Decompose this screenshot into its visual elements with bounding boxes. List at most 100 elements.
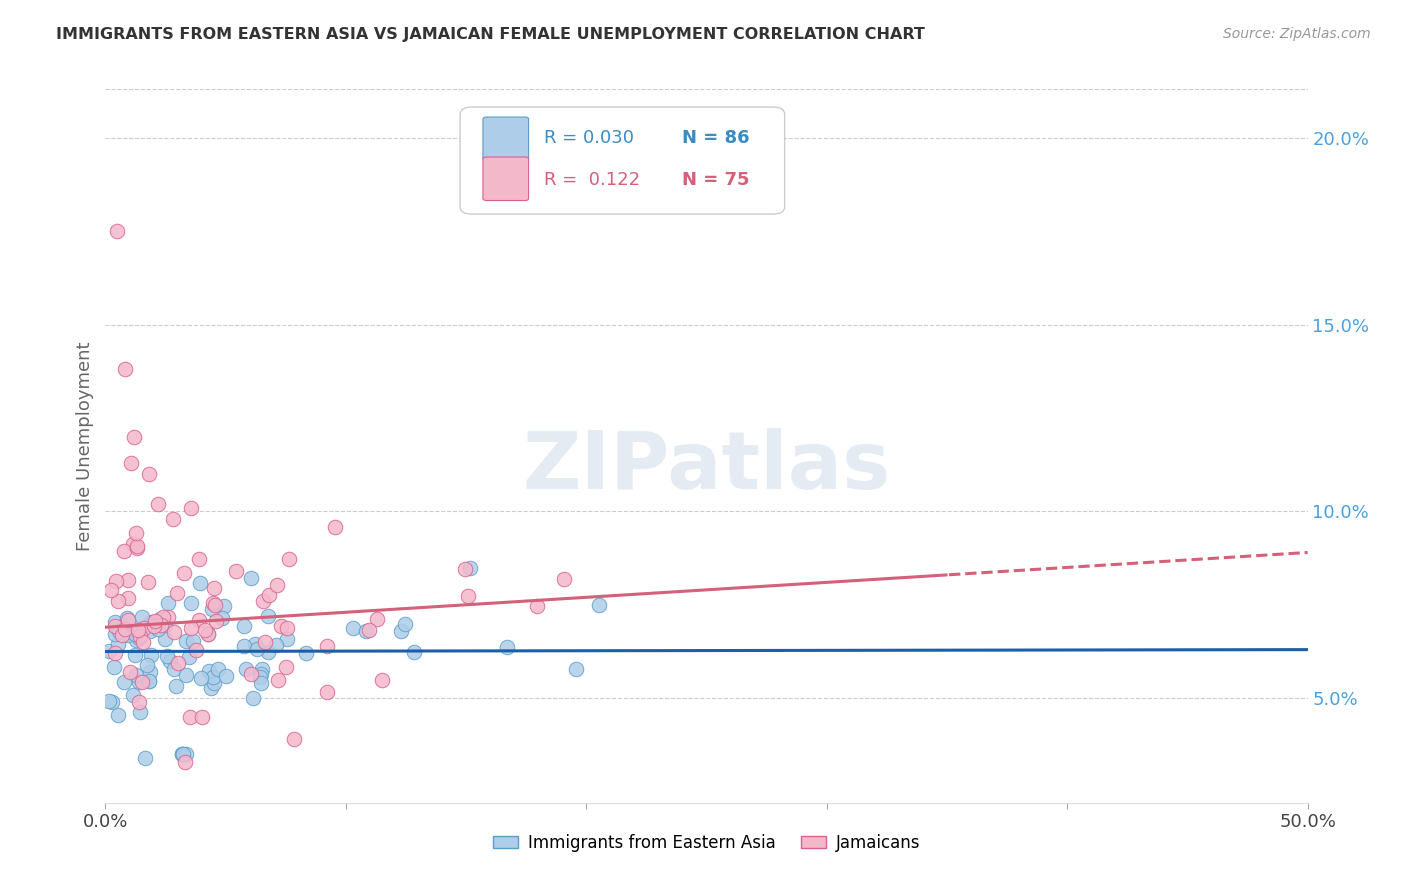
Point: [201, 602, 224, 616]
Point: [108, 624, 131, 639]
Point: [112, 618, 135, 632]
Point: [266, 577, 288, 591]
Point: [103, 659, 125, 673]
Point: [142, 617, 165, 632]
Point: [120, 456, 142, 470]
Point: [239, 667, 262, 681]
Point: [270, 619, 292, 633]
Point: [115, 611, 138, 625]
Point: [152, 609, 174, 624]
Point: [190, 671, 212, 685]
Point: [173, 566, 195, 580]
Point: [107, 594, 129, 608]
Point: [120, 665, 142, 680]
Point: [142, 619, 165, 633]
Point: [127, 623, 149, 637]
FancyBboxPatch shape: [482, 117, 529, 161]
Point: [125, 633, 148, 648]
Point: [121, 537, 143, 551]
Point: [132, 621, 155, 635]
Point: [163, 662, 186, 676]
Point: [117, 574, 139, 588]
Point: [389, 624, 412, 638]
Point: [246, 642, 269, 657]
Text: Source: ZipAtlas.com: Source: ZipAtlas.com: [1223, 27, 1371, 41]
Point: [252, 594, 274, 608]
Point: [204, 599, 226, 613]
Point: [211, 610, 233, 624]
Point: [101, 695, 124, 709]
Point: [138, 467, 160, 481]
Point: [157, 596, 180, 610]
Point: [179, 710, 201, 724]
Point: [131, 675, 153, 690]
Point: [149, 612, 172, 626]
Point: [278, 551, 301, 566]
Point: [181, 634, 204, 648]
Point: [588, 598, 610, 612]
Point: [156, 648, 179, 663]
Point: [165, 679, 187, 693]
Point: [117, 591, 139, 605]
Point: [342, 621, 364, 635]
Point: [104, 646, 127, 660]
Point: [104, 626, 127, 640]
Point: [128, 674, 150, 689]
Point: [354, 624, 377, 638]
Point: [214, 669, 236, 683]
Point: [125, 668, 148, 682]
Point: [257, 608, 280, 623]
Point: [371, 673, 394, 688]
Point: [197, 627, 219, 641]
Point: [125, 526, 148, 541]
Point: [212, 599, 235, 613]
Point: [249, 670, 271, 684]
Point: [264, 638, 287, 652]
Point: [243, 637, 266, 651]
Point: [172, 747, 194, 762]
Point: [202, 581, 225, 595]
Point: [174, 747, 197, 762]
Point: [117, 613, 139, 627]
Point: [197, 626, 219, 640]
Point: [138, 624, 160, 639]
Point: [457, 590, 479, 604]
Point: [276, 621, 298, 635]
Point: [107, 707, 129, 722]
Point: [107, 637, 129, 651]
Point: [225, 564, 247, 578]
Text: IMMIGRANTS FROM EASTERN ASIA VS JAMAICAN FEMALE UNEMPLOYMENT CORRELATION CHART: IMMIGRANTS FROM EASTERN ASIA VS JAMAICAN…: [56, 27, 925, 42]
Legend: Immigrants from Eastern Asia, Jamaicans: Immigrants from Eastern Asia, Jamaicans: [486, 828, 927, 859]
Point: [166, 586, 188, 600]
Point: [174, 633, 197, 648]
Point: [180, 621, 202, 635]
Point: [138, 665, 160, 679]
Point: [104, 615, 127, 630]
Point: [159, 654, 181, 668]
Point: [148, 497, 170, 511]
Point: [242, 690, 264, 705]
Point: [129, 705, 152, 719]
Point: [163, 625, 186, 640]
Point: [138, 574, 160, 589]
Point: [402, 645, 425, 659]
Point: [315, 639, 337, 653]
Point: [207, 662, 229, 676]
Point: [112, 544, 135, 558]
Point: [201, 596, 224, 610]
Point: [184, 643, 207, 657]
Point: [240, 571, 263, 585]
Point: [205, 614, 228, 628]
Point: [138, 673, 160, 688]
Point: [250, 676, 273, 690]
Point: [105, 574, 128, 589]
Point: [132, 634, 155, 648]
Point: [143, 615, 166, 629]
Point: [553, 572, 575, 586]
Text: N = 86: N = 86: [682, 129, 749, 147]
Point: [117, 628, 139, 642]
Point: [323, 519, 346, 533]
Point: [146, 622, 169, 636]
Point: [153, 618, 176, 632]
Text: R =  0.122: R = 0.122: [544, 171, 640, 189]
